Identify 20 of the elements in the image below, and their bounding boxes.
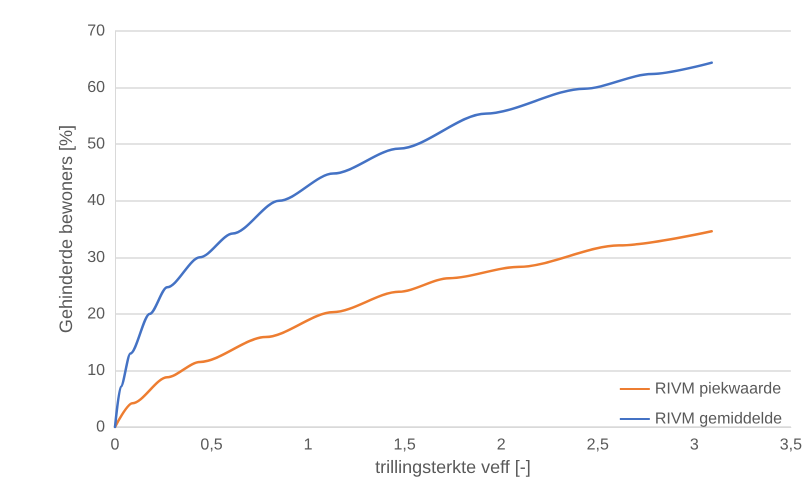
legend-label: RIVM gemiddelde — [654, 410, 782, 428]
x-tick-label: 3 — [690, 436, 699, 454]
x-tick-label: 1 — [304, 436, 313, 454]
y-tick-label: 20 — [87, 305, 106, 322]
y-tick-label: 70 — [87, 22, 106, 40]
x-axis-title: trillingsterkte veff [-] — [375, 456, 531, 477]
y-tick-label: 0 — [96, 418, 106, 436]
legend-label: RIVM piekwaarde — [654, 380, 782, 398]
y-tick-label: 30 — [87, 248, 106, 266]
y-tick-label: 50 — [87, 136, 106, 153]
x-tick-label: 0 — [110, 436, 120, 454]
x-tick-label: 1,5 — [394, 436, 416, 454]
y-tick-label: 60 — [87, 79, 106, 96]
x-tick-label: 2,5 — [586, 436, 609, 454]
x-tick-label: 0,5 — [200, 436, 223, 454]
y-tick-label: 10 — [87, 362, 106, 379]
x-tick-label: 2 — [496, 436, 506, 454]
x-tick-label: 3,5 — [780, 436, 802, 454]
y-axis-title: Gehinderde bewoners [%] — [56, 124, 76, 334]
y-tick-label: 40 — [87, 192, 106, 210]
